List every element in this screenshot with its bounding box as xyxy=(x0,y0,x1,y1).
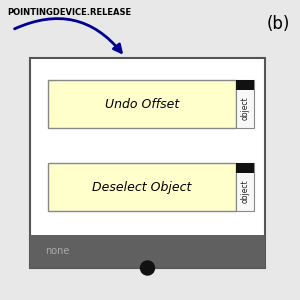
Text: POINTINGDEVICE.RELEASE: POINTINGDEVICE.RELEASE xyxy=(7,8,131,17)
Text: object: object xyxy=(241,96,250,120)
FancyArrowPatch shape xyxy=(14,19,121,52)
Bar xyxy=(30,58,265,268)
Text: Deselect Object: Deselect Object xyxy=(92,181,192,194)
Bar xyxy=(236,163,254,211)
Bar xyxy=(30,235,265,268)
Text: none: none xyxy=(45,247,69,256)
Circle shape xyxy=(140,261,154,275)
Bar xyxy=(236,80,254,128)
Bar xyxy=(48,80,236,128)
Text: (b): (b) xyxy=(267,15,290,33)
Bar xyxy=(236,80,254,90)
Text: object: object xyxy=(241,179,250,203)
Bar xyxy=(236,163,254,173)
Bar xyxy=(48,163,236,211)
Text: Undo Offset: Undo Offset xyxy=(105,98,179,110)
